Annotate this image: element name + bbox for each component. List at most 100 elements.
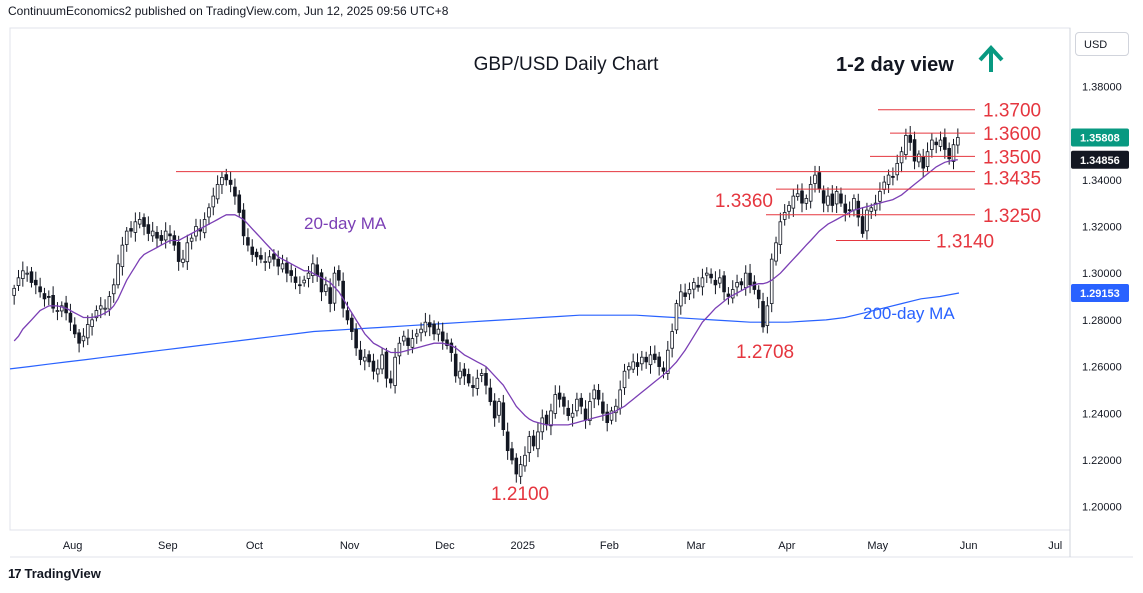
candle[interactable]	[298, 276, 302, 294]
candle[interactable]	[800, 183, 804, 213]
candle[interactable]	[514, 453, 519, 483]
candle[interactable]	[185, 234, 190, 270]
candle[interactable]	[622, 363, 627, 395]
candle[interactable]	[930, 133, 934, 158]
candle[interactable]	[375, 359, 380, 383]
candle[interactable]	[774, 236, 778, 266]
candle[interactable]	[479, 368, 484, 383]
candle[interactable]	[653, 345, 657, 364]
candle[interactable]	[21, 261, 25, 287]
candle[interactable]	[419, 322, 423, 342]
candle[interactable]	[47, 290, 51, 306]
candle[interactable]	[691, 277, 696, 299]
candle[interactable]	[259, 247, 263, 264]
candle[interactable]	[778, 212, 783, 254]
candle[interactable]	[938, 131, 943, 152]
candle[interactable]	[575, 392, 579, 417]
candle[interactable]	[592, 384, 597, 409]
candle[interactable]	[674, 299, 679, 334]
candle[interactable]	[627, 362, 631, 379]
candle[interactable]	[337, 265, 341, 287]
candle[interactable]	[388, 370, 393, 389]
candle[interactable]	[150, 221, 155, 242]
candle[interactable]	[899, 146, 904, 173]
candle[interactable]	[445, 332, 449, 350]
candle[interactable]	[795, 184, 800, 201]
candle[interactable]	[860, 207, 865, 238]
candle[interactable]	[233, 178, 237, 205]
candle[interactable]	[466, 368, 471, 387]
candle[interactable]	[68, 303, 73, 331]
candle[interactable]	[363, 348, 367, 371]
candle[interactable]	[756, 285, 761, 309]
candle[interactable]	[670, 323, 674, 358]
candle[interactable]	[791, 188, 796, 217]
candle[interactable]	[111, 278, 116, 303]
candle[interactable]	[787, 201, 791, 219]
candle[interactable]	[917, 150, 921, 168]
candle[interactable]	[354, 323, 358, 356]
candle[interactable]	[124, 226, 129, 252]
candle[interactable]	[16, 269, 21, 291]
candle[interactable]	[436, 321, 441, 342]
candle[interactable]	[237, 190, 242, 217]
candle[interactable]	[856, 193, 861, 227]
candle[interactable]	[839, 187, 843, 207]
candle[interactable]	[414, 328, 419, 344]
candle[interactable]	[81, 328, 86, 348]
candle[interactable]	[142, 213, 146, 236]
candle[interactable]	[492, 393, 497, 427]
candle[interactable]	[38, 277, 42, 298]
candle[interactable]	[713, 271, 718, 295]
candle[interactable]	[207, 203, 211, 226]
candle[interactable]	[717, 269, 722, 289]
candle[interactable]	[583, 400, 588, 429]
candle[interactable]	[921, 148, 925, 178]
candle[interactable]	[181, 249, 185, 268]
candle[interactable]	[826, 187, 830, 213]
candle[interactable]	[553, 385, 558, 419]
candle[interactable]	[380, 347, 384, 375]
candle[interactable]	[722, 271, 726, 301]
candle[interactable]	[107, 291, 112, 316]
candle[interactable]	[821, 185, 826, 213]
candle[interactable]	[540, 409, 545, 440]
candle[interactable]	[648, 345, 653, 374]
candle[interactable]	[769, 253, 774, 313]
candle[interactable]	[761, 292, 765, 333]
candle[interactable]	[34, 271, 38, 295]
candle[interactable]	[605, 403, 609, 432]
candle[interactable]	[146, 216, 151, 242]
candle[interactable]	[263, 252, 268, 271]
candle[interactable]	[228, 171, 233, 193]
candle[interactable]	[215, 175, 220, 204]
candle[interactable]	[904, 128, 908, 160]
candle[interactable]	[306, 265, 311, 288]
candle[interactable]	[852, 194, 856, 217]
candle[interactable]	[176, 235, 181, 271]
candle[interactable]	[895, 154, 900, 181]
candle[interactable]	[510, 441, 514, 465]
candle[interactable]	[254, 248, 259, 266]
candle[interactable]	[956, 128, 960, 154]
candle[interactable]	[159, 230, 164, 246]
candle[interactable]	[393, 348, 397, 394]
candle[interactable]	[562, 393, 566, 415]
candle[interactable]	[640, 350, 644, 371]
candle[interactable]	[267, 249, 272, 269]
candle[interactable]	[371, 353, 376, 380]
candle[interactable]	[458, 362, 462, 385]
candle[interactable]	[934, 137, 938, 154]
candle[interactable]	[730, 280, 735, 304]
candle[interactable]	[601, 392, 605, 421]
candle[interactable]	[631, 353, 635, 373]
candle[interactable]	[453, 345, 458, 383]
candle[interactable]	[319, 268, 324, 302]
candle[interactable]	[536, 422, 540, 458]
candle[interactable]	[531, 429, 536, 451]
candle[interactable]	[72, 317, 77, 338]
candle[interactable]	[497, 398, 501, 423]
candle[interactable]	[635, 353, 640, 376]
candle[interactable]	[557, 385, 562, 408]
